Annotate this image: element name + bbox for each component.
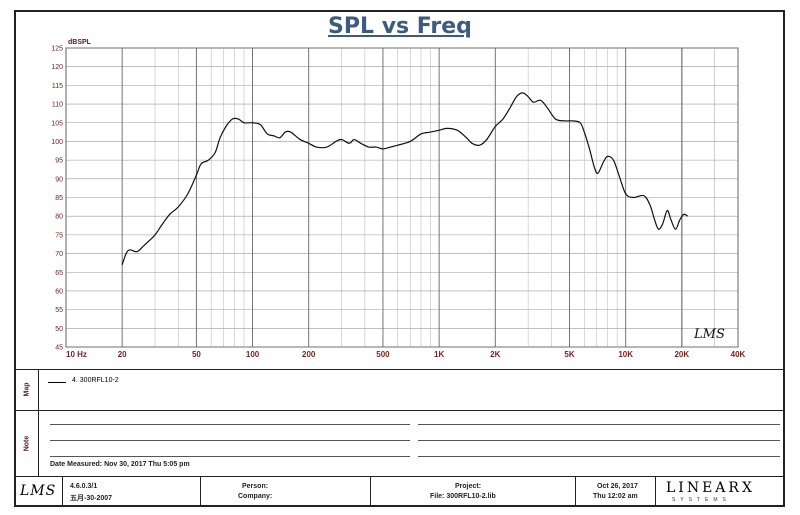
legend-swatch	[48, 382, 66, 383]
footer-time: Thu 12:02 am	[593, 493, 638, 500]
company-label: Company:	[238, 493, 273, 500]
divider-line	[16, 476, 783, 477]
note-line	[418, 440, 780, 441]
x-tick-labels: 10 Hz 20 50 100 200 500 1K 2K 5K 10K 20K 40K	[66, 350, 746, 359]
x-tick-label: 20	[118, 350, 127, 359]
x-tick-label: 50	[192, 350, 201, 359]
x-tick-label: 5K	[564, 350, 574, 359]
y-tick-label: 100	[51, 139, 63, 146]
person-label: Person:	[242, 483, 269, 490]
file-label: File: 300RFL10-2.lib	[430, 493, 496, 500]
x-tick-label: 100	[246, 350, 260, 359]
y-tick-label: 90	[55, 176, 63, 183]
y-tick-label: 80	[55, 214, 63, 221]
y-tick-label: 60	[55, 288, 63, 295]
footer-date: Oct 26, 2017	[597, 483, 638, 490]
y-tick-label: 125	[51, 46, 63, 53]
chart-title: SPL vs Freq	[328, 14, 472, 39]
divider-line	[370, 476, 371, 506]
x-tick-label: 200	[302, 350, 316, 359]
divider-line	[16, 410, 783, 411]
lms-watermark: LMS	[693, 327, 725, 342]
note-line	[50, 424, 410, 425]
divider-line	[38, 369, 39, 476]
x-tick-label: 40K	[731, 350, 746, 359]
legend-tab-label: Map	[23, 382, 31, 397]
divider-line	[655, 476, 656, 506]
y-tick-label: 95	[55, 158, 63, 165]
plot-grid	[65, 47, 739, 348]
project-label: Project:	[455, 483, 482, 490]
y-axis-label: dBSPL	[68, 39, 92, 46]
y-tick-label: 65	[55, 270, 63, 277]
version: 4.6.0.3/1	[70, 483, 98, 490]
x-tick-label: 500	[376, 350, 390, 359]
linearx-subtitle: SYSTEMS	[672, 497, 731, 503]
y-tick-label: 55	[55, 307, 63, 314]
version-date: 五月-30-2007	[70, 495, 113, 502]
note-line	[418, 456, 780, 457]
x-tick-label: 10 Hz	[66, 350, 87, 359]
x-tick-label: 2K	[490, 350, 500, 359]
y-tick-label: 75	[55, 232, 63, 239]
divider-line	[200, 476, 201, 506]
notes-tab-label: Note	[23, 435, 31, 451]
legend-tab: Map	[16, 369, 38, 410]
y-tick-label: 85	[55, 195, 63, 202]
note-line	[50, 456, 410, 457]
y-tick-label: 120	[51, 64, 63, 71]
legend-entry: 4. 300RFL10-2	[72, 377, 119, 384]
y-tick-label: 70	[55, 251, 63, 258]
lms-logo: LMS	[20, 483, 57, 499]
linearx-logo: LINEARX	[666, 480, 755, 496]
y-tick-label: 50	[55, 326, 63, 333]
y-tick-label: 110	[52, 102, 63, 109]
x-tick-label: 1K	[434, 350, 444, 359]
date-measured: Date Measured: Nov 30, 2017 Thu 5:05 pm	[50, 461, 190, 468]
note-line	[418, 424, 780, 425]
y-tick-label: 115	[52, 83, 63, 90]
note-line	[50, 440, 410, 441]
series-line	[121, 92, 689, 265]
y-tick-label: 105	[51, 120, 63, 127]
divider-line	[62, 476, 63, 506]
divider-line	[575, 476, 576, 506]
x-tick-label: 10K	[618, 350, 633, 359]
y-tick-labels: 45 50 55 60 65 70 75 80 85 90 95 100 105 110 115 120 125	[51, 46, 63, 352]
x-tick-label: 20K	[674, 350, 689, 359]
divider-line	[16, 369, 783, 370]
y-tick-label: 45	[55, 345, 63, 352]
notes-tab: Note	[16, 410, 38, 476]
